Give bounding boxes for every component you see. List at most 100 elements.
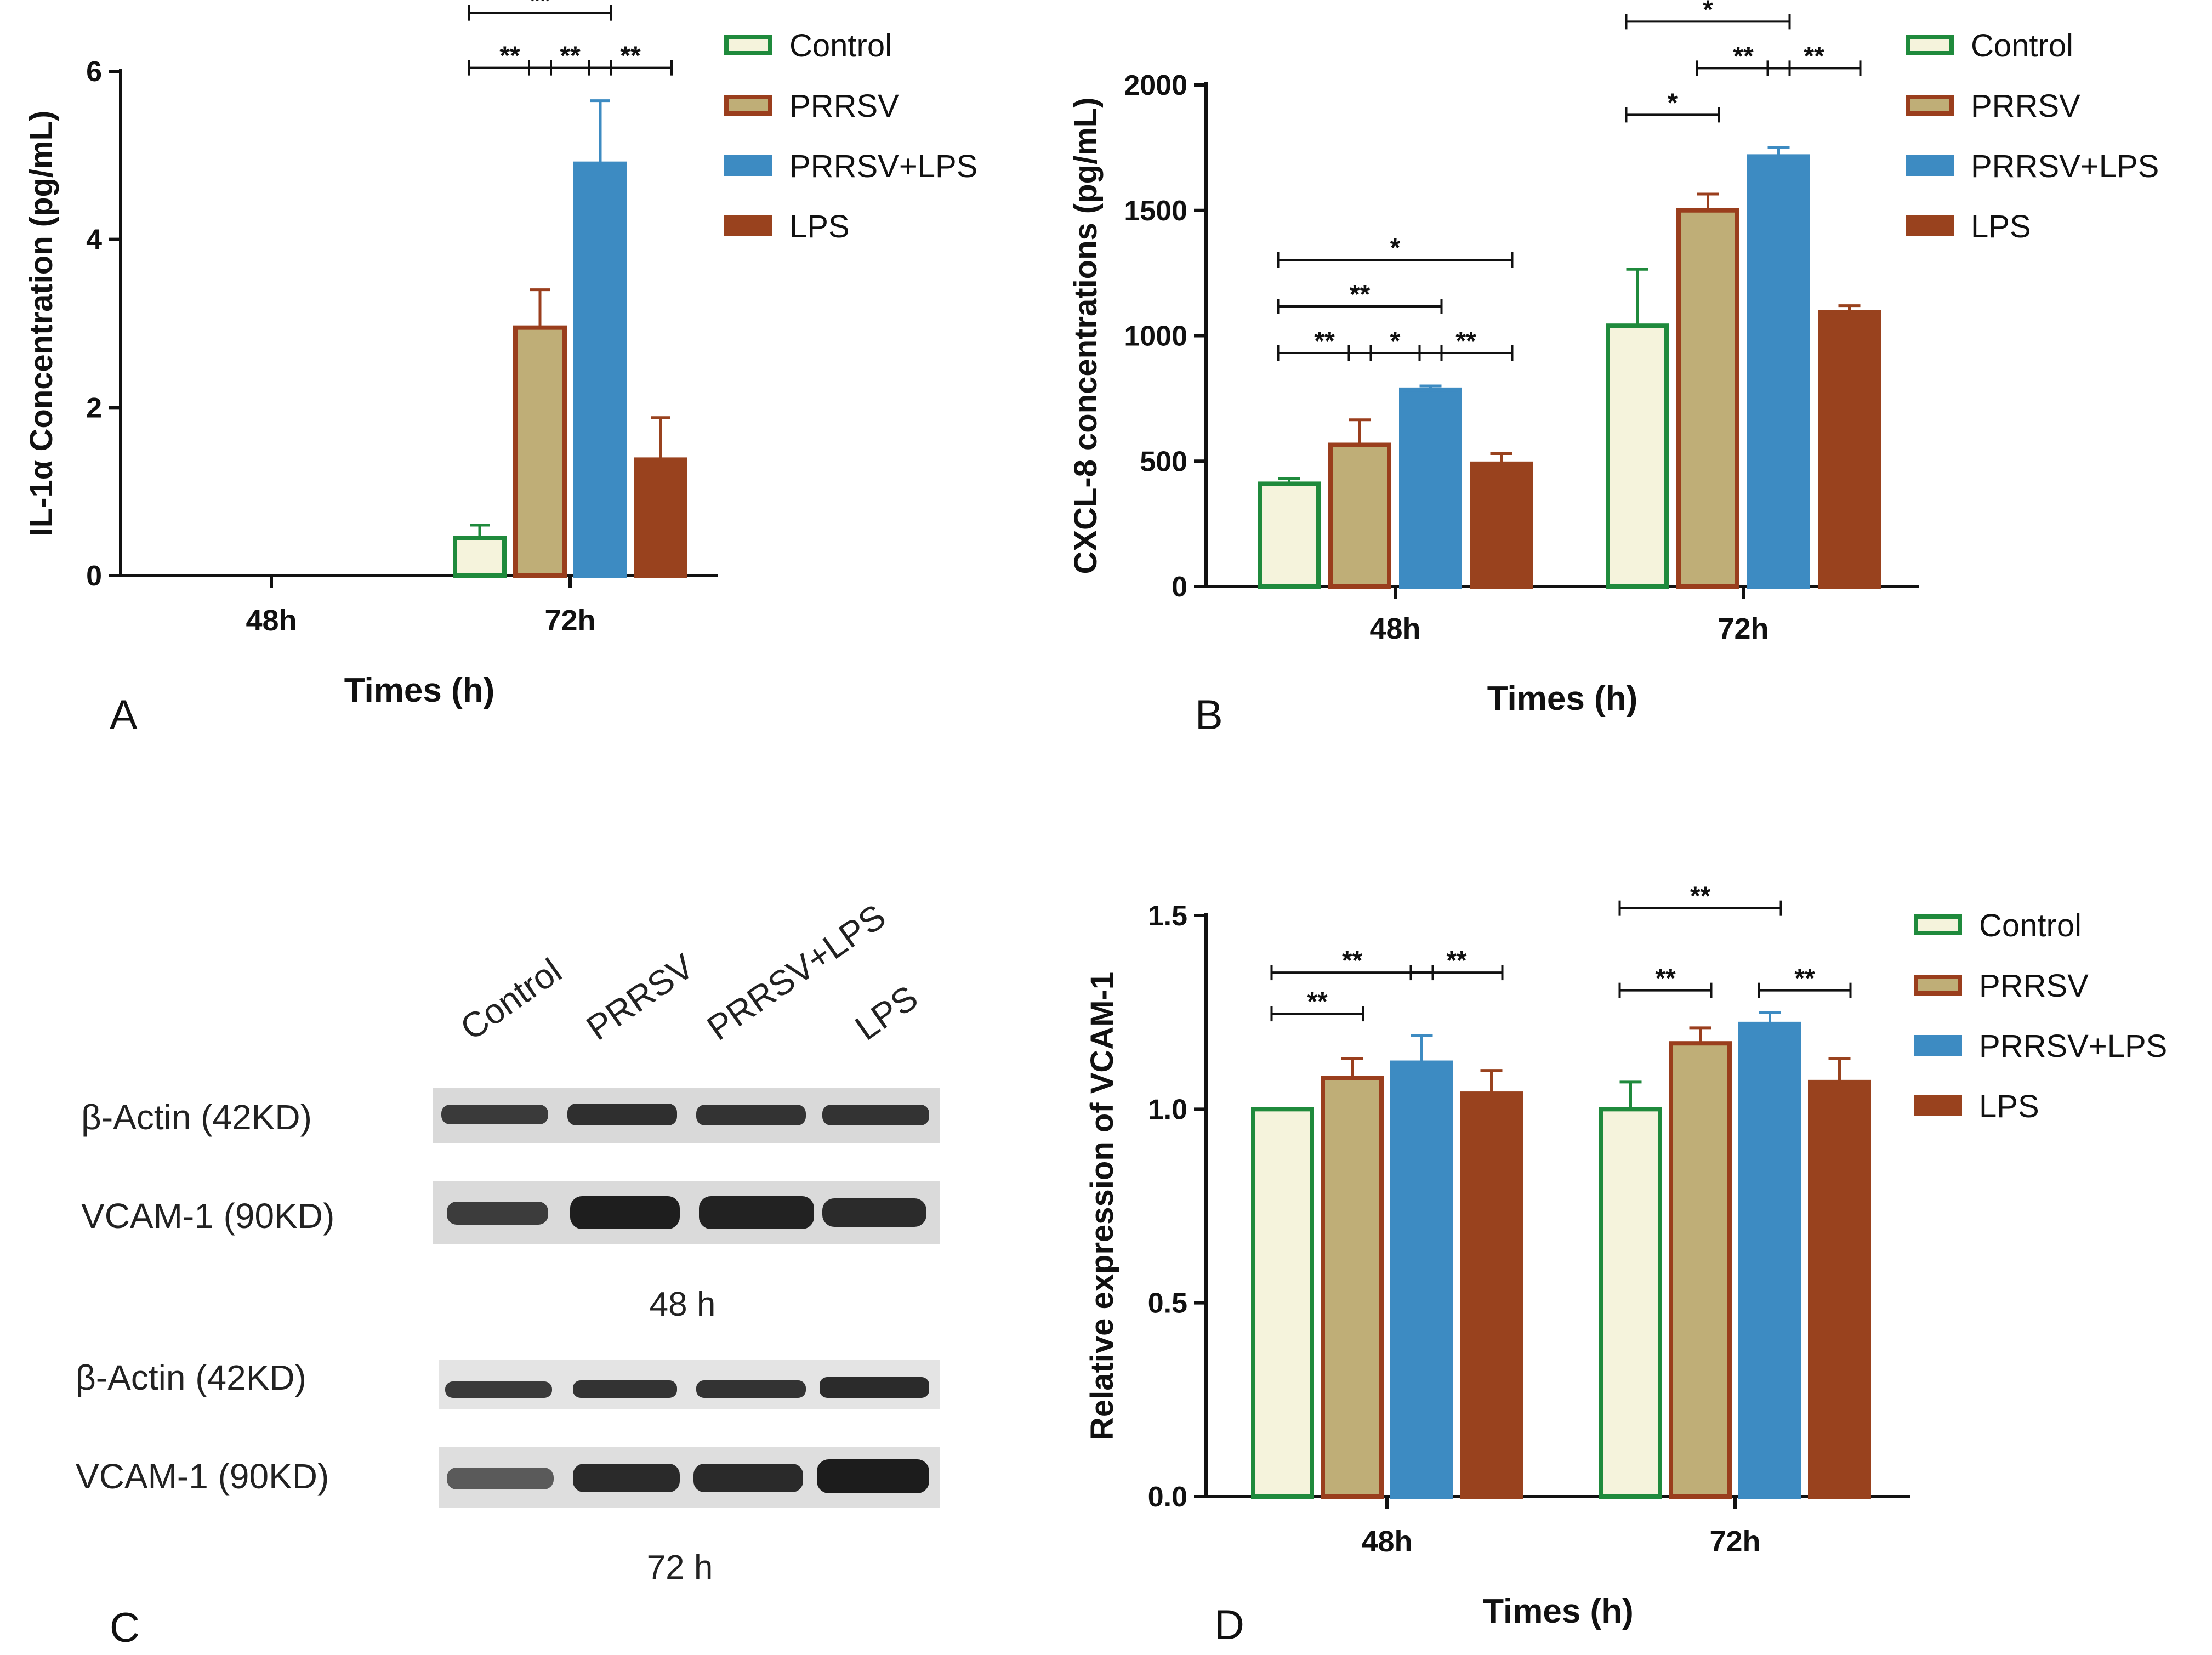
y-tick-label: 0.5: [1148, 1288, 1187, 1320]
blot-72-vcam-band-2: [573, 1464, 680, 1492]
legend-swatch: [1906, 215, 1954, 236]
sig-label: **: [1655, 964, 1676, 993]
legend-label: Control: [789, 28, 892, 64]
x-tick-label: 72h: [1709, 1525, 1760, 1558]
x-tick-label: 72h: [1718, 612, 1769, 645]
blot-48-actin-band-3: [696, 1105, 806, 1125]
sig-label: **: [530, 0, 550, 16]
blot-48-actin-band-4: [822, 1105, 929, 1125]
bar: [1258, 481, 1321, 589]
legend-label: PRRSV: [1971, 88, 2080, 124]
bar: [1460, 1091, 1523, 1499]
legend-label: PRRSV+LPS: [789, 149, 977, 184]
bar: [513, 325, 567, 578]
y-axis-label: IL-1α Concentration (pg/mL): [24, 111, 59, 537]
legend-swatch: [1914, 1035, 1962, 1056]
panel-label-b: B: [1195, 692, 1223, 738]
legend-swatch: [1914, 975, 1962, 996]
legend-swatch: [724, 215, 772, 236]
sig-label: **: [1804, 42, 1824, 71]
y-tick-label: 1000: [1124, 321, 1187, 352]
panel-c: Control PRRSV PRRSV+LPS LPS β-Actin (42K…: [76, 896, 940, 1651]
bar: [1808, 1079, 1871, 1499]
y-tick-label: 1.0: [1148, 1094, 1187, 1125]
lane-label-lps: LPS: [848, 977, 925, 1048]
legend-label: PRRSV+LPS: [1971, 149, 2159, 184]
y-tick-label: 6: [86, 56, 102, 88]
sig-label: **: [1733, 42, 1754, 71]
legend-label: PRRSV: [1979, 968, 2089, 1004]
x-axis-label: Times (h): [1487, 680, 1637, 718]
blot-72-vcam-band-1: [447, 1468, 554, 1489]
x-axis-label: Times (h): [1483, 1593, 1633, 1630]
sig-label: *: [1703, 0, 1713, 24]
blot-48-vcam-band-2: [570, 1196, 680, 1229]
bar: [1470, 461, 1533, 589]
chart-a: 0 2 4 6 48h 72h IL-1α Concentration (pg/mL) Tim…: [24, 0, 977, 738]
panel-label-d: D: [1214, 1602, 1244, 1648]
x-tick-label: 72h: [544, 604, 595, 637]
bar: [1676, 208, 1739, 589]
blot-48-row-actin: β-Actin (42KD): [81, 1097, 312, 1137]
legend-label: LPS: [789, 209, 850, 244]
legend-swatch: [1906, 35, 1954, 55]
panel-label-c: C: [110, 1605, 140, 1651]
blot-48-actin-band-1: [441, 1105, 548, 1124]
bar: [1599, 1107, 1662, 1499]
blot-72-row-vcam: VCAM-1 (90KD): [76, 1457, 329, 1496]
sig-label: *: [1668, 88, 1678, 117]
sig-label: **: [1350, 280, 1371, 309]
sig-label: *: [1390, 234, 1401, 263]
legend-swatch: [724, 35, 772, 55]
bar: [1251, 1107, 1314, 1499]
blot-72-row-actin: β-Actin (42KD): [76, 1358, 306, 1397]
bar: [1738, 1021, 1801, 1499]
bar: [1747, 154, 1810, 589]
blot-72-actin-band-4: [820, 1377, 929, 1398]
sig-label: **: [1307, 987, 1328, 1016]
y-tick-label: 0: [1172, 571, 1187, 603]
bar: [1328, 442, 1391, 589]
blot-72-actin-band-1: [445, 1381, 552, 1398]
y-tick-label: 500: [1140, 446, 1187, 477]
sig-label: **: [1446, 946, 1467, 975]
y-tick-label: 4: [86, 224, 102, 256]
bar: [1818, 310, 1881, 589]
blot-72-vcam-band-3: [693, 1464, 803, 1492]
legend-swatch: [724, 155, 772, 176]
x-axis-label: Times (h): [344, 672, 494, 709]
sig-label: **: [1314, 327, 1335, 356]
blot-48-vcam-band-1: [447, 1202, 548, 1225]
panel-label-a: A: [110, 692, 138, 738]
blot-72-vcam-band-4: [817, 1459, 929, 1493]
legend-label: PRRSV: [789, 88, 899, 124]
chart-b: 0 500 1000 1500 2000 48h 72h CXCL-8 concentrati…: [1068, 0, 2159, 738]
blot-48-vcam-band-3: [699, 1196, 814, 1229]
bar: [634, 457, 687, 578]
y-tick-label: 1.5: [1148, 900, 1187, 932]
sig-label: **: [1690, 882, 1711, 911]
legend-swatch: [1906, 95, 1954, 116]
blot-72-actin-band-2: [573, 1380, 677, 1398]
y-tick-label: 1500: [1124, 195, 1187, 227]
bar: [573, 161, 627, 578]
y-tick-label: 0: [86, 560, 102, 592]
sig-label: **: [620, 42, 641, 71]
legend-swatch: [724, 95, 772, 116]
sig-label: **: [1342, 946, 1363, 975]
bar: [1669, 1041, 1732, 1499]
blot-48-vcam-band-4: [822, 1198, 926, 1227]
lane-label-control: Control: [453, 951, 568, 1048]
legend-swatch: [1914, 1095, 1962, 1116]
y-tick-label: 2: [86, 392, 102, 424]
lane-label-prrsv: PRRSV: [579, 946, 701, 1048]
bar: [453, 536, 507, 578]
legend-label: Control: [1979, 908, 2082, 943]
legend-swatch: [1906, 155, 1954, 176]
bar: [1390, 1060, 1453, 1499]
y-axis-label: CXCL-8 concentrations (pg/mL): [1068, 97, 1104, 574]
chart-layer: 0 2 4 6 48h 72h IL-1α Concentration (pg/mL) Tim…: [24, 0, 2167, 1648]
legend-label: LPS: [1971, 209, 2031, 244]
bar: [1399, 387, 1462, 589]
